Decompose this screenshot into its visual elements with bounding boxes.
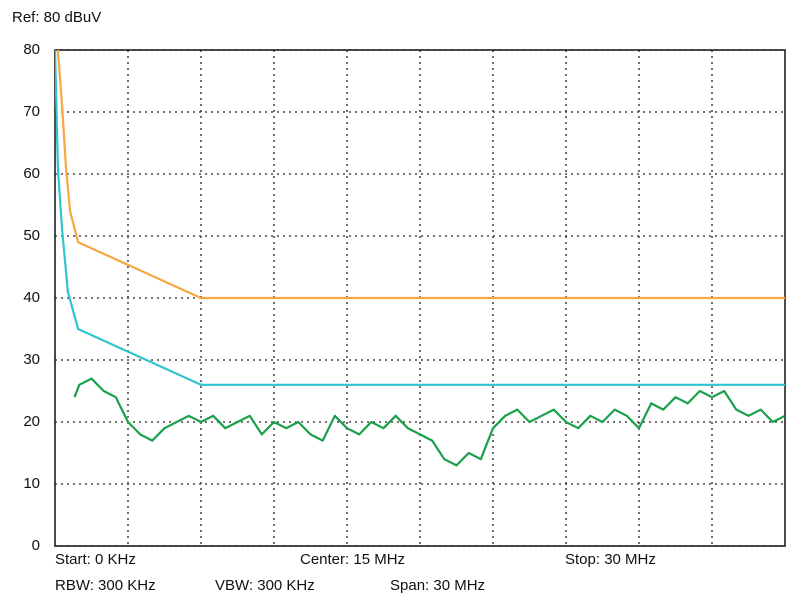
y-tick-label: 50 [23, 227, 40, 244]
series-line [73, 377, 785, 467]
y-tick-label: 0 [32, 537, 40, 554]
info-label: Span: 30 MHz [390, 577, 485, 594]
series-line [55, 50, 785, 386]
plot-area [55, 50, 785, 467]
y-tick-label: 60 [23, 165, 40, 182]
y-tick-label: 10 [23, 475, 40, 492]
info-label: Center: 15 MHz [300, 551, 405, 568]
series-line [56, 50, 785, 300]
y-tick-label: 80 [23, 41, 40, 58]
y-tick-label: 70 [23, 103, 40, 120]
y-tick-label: 30 [23, 351, 40, 368]
y-tick-label: 40 [23, 289, 40, 306]
info-label: Start: 0 KHz [55, 551, 136, 568]
reference-label: Ref: 80 dBuV [12, 9, 101, 26]
info-label: Stop: 30 MHz [565, 551, 656, 568]
y-tick-label: 20 [23, 413, 40, 430]
info-label: RBW: 300 KHz [55, 577, 156, 594]
info-label: VBW: 300 KHz [215, 577, 315, 594]
